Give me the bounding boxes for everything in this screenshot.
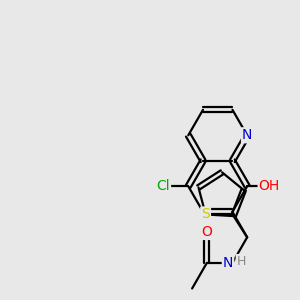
Text: N: N <box>242 128 252 142</box>
Text: OH: OH <box>259 179 280 193</box>
Text: N: N <box>223 256 233 270</box>
Text: S: S <box>201 208 210 221</box>
Text: H: H <box>237 255 246 268</box>
Text: Cl: Cl <box>156 179 170 193</box>
Text: O: O <box>201 225 212 239</box>
